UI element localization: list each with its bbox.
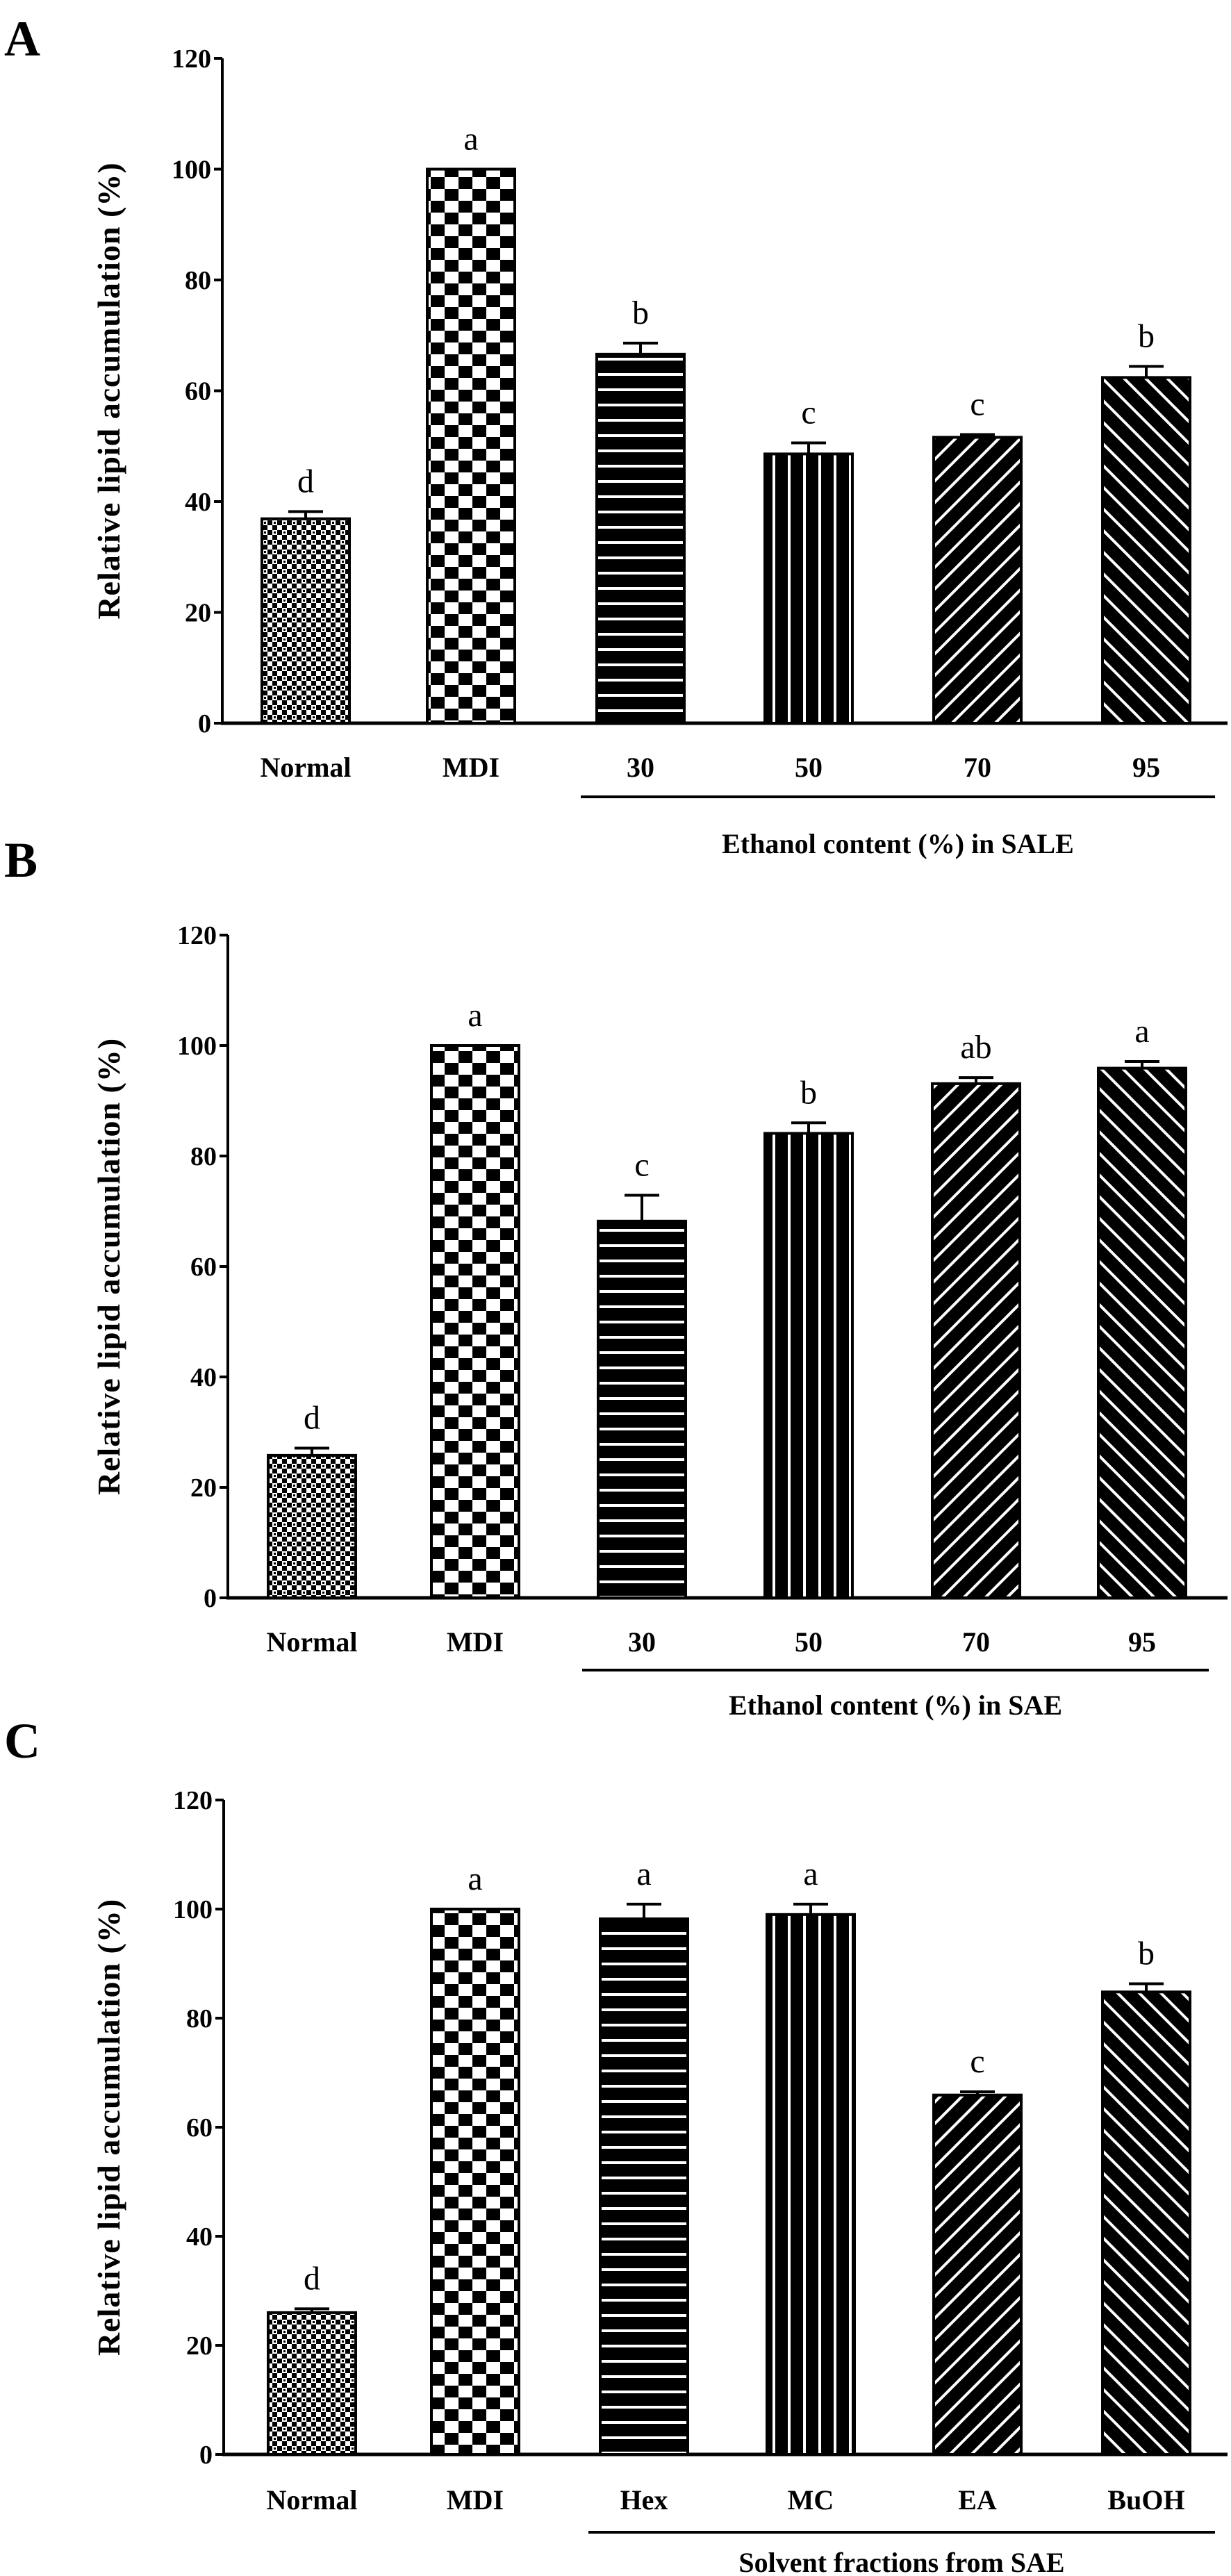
y-axis-label: Relative lipid accumulation (%) <box>91 162 126 619</box>
group-label: Ethanol content (%) in SALE <box>722 828 1074 859</box>
y-tick-label: 0 <box>204 1584 217 1613</box>
bar-normal <box>267 2311 357 2456</box>
panel-a: A 0 20 40 60 80 100 120 Relative lipid accumulat… <box>4 11 1228 859</box>
x-tick-label: 95 <box>1128 1626 1156 1658</box>
significance-letter: a <box>1134 1013 1149 1050</box>
significance-letter: b <box>1138 1935 1155 1972</box>
bar-30 <box>597 1219 687 1600</box>
y-tick-label: 20 <box>186 2331 213 2361</box>
significance-letter: d <box>304 1400 320 1437</box>
x-tick-label: MC <box>788 2484 834 2516</box>
y-axis-label: Relative lipid accumulation (%) <box>91 1899 126 2356</box>
bar-mdi <box>430 1908 520 2456</box>
x-tick-label: MDI <box>447 2484 504 2516</box>
y-tick-label: 60 <box>190 1253 217 1282</box>
bar-mc <box>766 1913 856 2457</box>
bar-normal <box>261 517 351 725</box>
significance-letter: c <box>970 386 984 423</box>
y-tick-label: 120 <box>172 44 211 74</box>
y-axis-label: Relative lipid accumulation (%) <box>91 1038 126 1495</box>
x-tick-label: Hex <box>620 2484 668 2516</box>
significance-letter: d <box>297 463 314 499</box>
significance-letter: d <box>304 2260 320 2297</box>
significance-letter: a <box>468 997 482 1034</box>
x-tick-label: Normal <box>260 752 351 783</box>
significance-letter: c <box>801 394 816 431</box>
x-tick-label: Normal <box>266 2484 357 2516</box>
y-tick-label: 100 <box>172 156 211 185</box>
significance-letter: a <box>468 1860 482 1897</box>
bar-30 <box>595 352 686 725</box>
group-label: Solvent fractions from SAE <box>738 2547 1064 2576</box>
bar-70 <box>932 436 1023 725</box>
y-tick-label: 120 <box>173 1786 213 1815</box>
significance-letter: b <box>632 295 649 331</box>
panel-label: B <box>4 832 38 888</box>
bar-mdi <box>430 1044 520 1599</box>
x-tick-label: 30 <box>627 752 654 783</box>
bar-95 <box>1097 1066 1187 1599</box>
x-tick-label: EA <box>958 2484 997 2516</box>
y-tick-label: 40 <box>190 1363 217 1392</box>
panel-label: A <box>4 11 40 67</box>
y-tick-label: 80 <box>185 266 211 295</box>
y-tick-label: 60 <box>186 2113 213 2142</box>
significance-letter: a <box>803 1856 818 1892</box>
bar-buoh <box>1101 1990 1191 2457</box>
x-tick-label: 70 <box>964 752 991 783</box>
y-tick-label: 20 <box>190 1473 217 1503</box>
bar-70 <box>931 1082 1021 1599</box>
y-tick-label: 0 <box>198 709 211 738</box>
group-label: Ethanol content (%) in SAE <box>729 1690 1062 1721</box>
significance-letter: b <box>800 1074 817 1111</box>
y-tick-label: 0 <box>199 2441 213 2470</box>
bar-hex <box>599 1917 689 2456</box>
significance-letter: ab <box>960 1029 991 1066</box>
y-tick-label: 80 <box>190 1142 217 1171</box>
y-tick-label: 100 <box>177 1032 217 1061</box>
x-tick-label: 50 <box>795 1626 823 1658</box>
significance-letter: c <box>970 2043 984 2080</box>
bar-normal <box>267 1453 357 1599</box>
bar-50 <box>763 452 854 725</box>
bar-95 <box>1101 376 1191 725</box>
x-tick-label: 70 <box>962 1626 990 1658</box>
x-tick-label: MDI <box>443 752 499 783</box>
panel-label: C <box>4 1713 40 1769</box>
y-tick-label: 40 <box>185 488 211 517</box>
significance-letter: c <box>634 1146 649 1183</box>
x-tick-label: BuOH <box>1107 2484 1184 2516</box>
x-tick-label: 30 <box>628 1626 656 1658</box>
panel-c: C 0 20 40 60 80 100 120 Relative lipid accumulat… <box>4 1713 1228 2576</box>
bar-ea <box>932 2093 1023 2457</box>
bar-mdi <box>426 167 516 725</box>
y-tick-label: 80 <box>186 2004 213 2033</box>
y-tick-label: 40 <box>186 2222 213 2252</box>
y-tick-label: 120 <box>177 921 217 950</box>
x-tick-label: 95 <box>1132 752 1160 783</box>
x-tick-label: 50 <box>795 752 823 783</box>
y-tick-label: 20 <box>185 599 211 628</box>
significance-letter: a <box>636 1856 651 1892</box>
bar-50 <box>763 1132 854 1599</box>
y-tick-label: 100 <box>173 1895 213 1924</box>
significance-letter: a <box>463 121 478 158</box>
x-tick-label: Normal <box>266 1626 357 1658</box>
y-tick-label: 60 <box>185 377 211 406</box>
x-tick-label: MDI <box>447 1626 504 1658</box>
panel-b: B 0 20 40 60 80 100 120 Relative lipid accumulat… <box>4 832 1228 1721</box>
significance-letter: b <box>1138 317 1155 354</box>
